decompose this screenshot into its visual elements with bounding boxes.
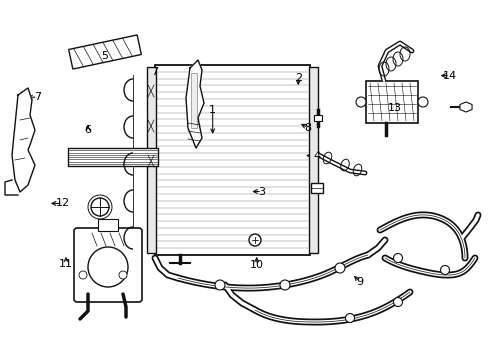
Text: 5: 5 [102,51,108,61]
FancyBboxPatch shape [74,228,142,302]
Bar [191,73,197,128]
Circle shape [345,314,354,323]
Text: 1: 1 [209,105,216,115]
Bar [147,67,156,253]
Circle shape [417,97,427,107]
Circle shape [248,234,261,246]
Text: 2: 2 [294,73,301,84]
Text: 9: 9 [355,276,362,287]
Circle shape [393,297,402,306]
Circle shape [215,280,224,290]
Circle shape [440,266,448,274]
Bar [313,115,321,121]
Polygon shape [12,88,35,192]
Polygon shape [459,102,471,112]
Text: 3: 3 [258,186,265,197]
Polygon shape [68,35,141,69]
Text: 6: 6 [84,125,91,135]
Text: 10: 10 [249,260,263,270]
Circle shape [88,247,128,287]
Circle shape [91,198,109,216]
Text: 11: 11 [59,258,73,269]
Bar [365,81,417,123]
Bar [155,65,309,255]
Circle shape [334,263,345,273]
Circle shape [79,271,87,279]
Text: 12: 12 [56,198,69,208]
Circle shape [393,253,402,262]
Bar [98,219,118,231]
Text: 4: 4 [313,150,320,161]
Bar [68,148,158,166]
Circle shape [119,271,127,279]
Text: 13: 13 [387,103,401,113]
Circle shape [355,97,365,107]
Bar [308,67,317,253]
Text: 7: 7 [34,92,41,102]
Text: 7: 7 [151,67,158,77]
Circle shape [280,280,289,290]
Polygon shape [185,60,203,148]
Bar [310,183,323,193]
Text: 14: 14 [442,71,456,81]
Text: 8: 8 [304,123,311,133]
